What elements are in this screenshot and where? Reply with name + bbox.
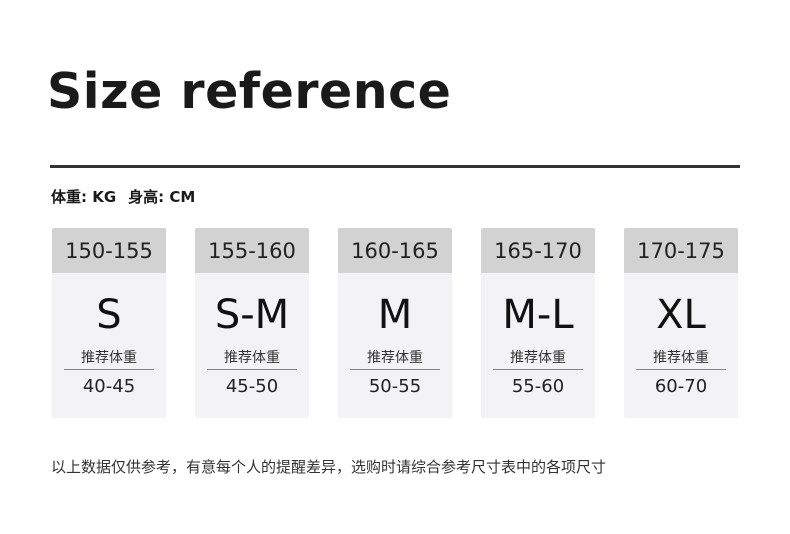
size-card: 150-155 S 推荐体重 40-45 (52, 228, 166, 418)
height-range: 160-165 (338, 228, 452, 273)
recommended-weight-label: 推荐体重 (207, 347, 297, 370)
weight-range: 45-50 (225, 376, 279, 397)
units-legend: 体重: KG 身高: CM (51, 186, 207, 207)
recommended-weight-label: 推荐体重 (636, 347, 726, 370)
size-card: 170-175 XL 推荐体重 60-70 (624, 228, 738, 418)
recommended-weight-label: 推荐体重 (350, 347, 440, 370)
recommended-weight-label: 推荐体重 (64, 347, 154, 370)
weight-range: 60-70 (654, 376, 708, 397)
recommended-weight-label: 推荐体重 (493, 347, 583, 370)
weight-range: 40-45 (82, 376, 136, 397)
page-title: Size reference (47, 63, 452, 120)
size-card: 160-165 M 推荐体重 50-55 (338, 228, 452, 418)
size-label: S-M (214, 292, 290, 338)
height-unit: 身高: CM (128, 188, 196, 206)
size-label: M (377, 292, 413, 338)
height-range: 170-175 (624, 228, 738, 273)
height-range: 155-160 (195, 228, 309, 273)
divider (50, 165, 740, 168)
height-range: 150-155 (52, 228, 166, 273)
weight-range: 50-55 (368, 376, 422, 397)
size-label: M-L (502, 292, 574, 338)
size-card: 165-170 M-L 推荐体重 55-60 (481, 228, 595, 418)
size-label: XL (656, 292, 706, 338)
weight-range: 55-60 (511, 376, 565, 397)
size-label: S (96, 292, 122, 338)
height-range: 165-170 (481, 228, 595, 273)
weight-unit: 体重: KG (51, 188, 117, 206)
size-card: 155-160 S-M 推荐体重 45-50 (195, 228, 309, 418)
disclaimer-note: 以上数据仅供参考，有意每个人的提醒差异，选购时请综合参考尺寸表中的各项尺寸 (51, 458, 607, 476)
